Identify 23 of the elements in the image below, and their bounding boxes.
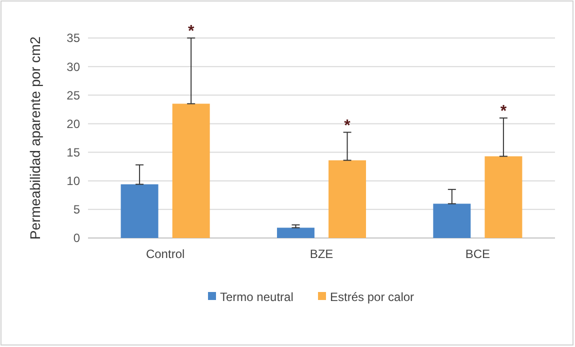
bar (276, 228, 314, 238)
y-tick-label: 25 (66, 88, 80, 102)
y-tick-label: 0 (73, 231, 80, 246)
y-tick-label: 20 (66, 116, 80, 131)
annotation: * (344, 117, 352, 134)
y-tick-label: 35 (66, 31, 80, 46)
y-tick-label: 5 (73, 202, 80, 217)
bar (328, 160, 366, 238)
legend-label: Termo neutral (220, 290, 294, 304)
bar (120, 184, 158, 238)
annotation: * (188, 23, 195, 40)
bar (484, 156, 522, 238)
bar (433, 204, 471, 238)
x-tick-label: BCE (465, 247, 490, 261)
y-axis-title: Permeabilidad aparente por cm2 (27, 36, 43, 240)
y-tick-label: 30 (66, 60, 80, 74)
legend-label: Estrés por calor (330, 290, 414, 304)
bar (172, 104, 210, 238)
x-tick-label: BZE (310, 247, 334, 261)
x-tick-label: Control (146, 247, 185, 261)
annotation: * (500, 103, 508, 120)
y-tick-label: 15 (66, 145, 80, 160)
y-tick-label: 10 (66, 174, 80, 188)
